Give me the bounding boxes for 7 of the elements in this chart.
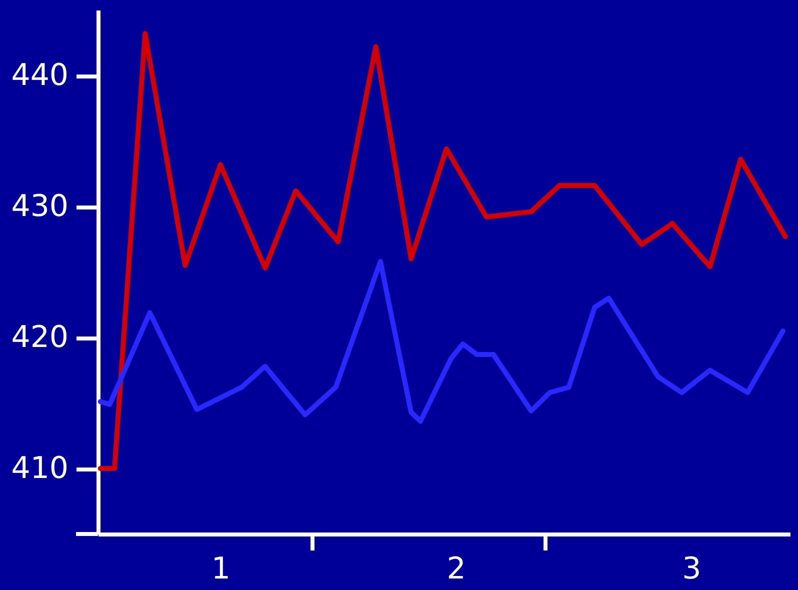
y-tick-label: 440 (11, 58, 68, 93)
y-tick-label: 430 (11, 189, 68, 224)
x-tick-label: 1 (211, 552, 230, 586)
y-tick-label: 420 (11, 320, 68, 355)
x-tick-label: 3 (682, 552, 702, 586)
x-tick-label: 2 (446, 552, 466, 586)
y-tick-label: 410 (11, 451, 68, 486)
